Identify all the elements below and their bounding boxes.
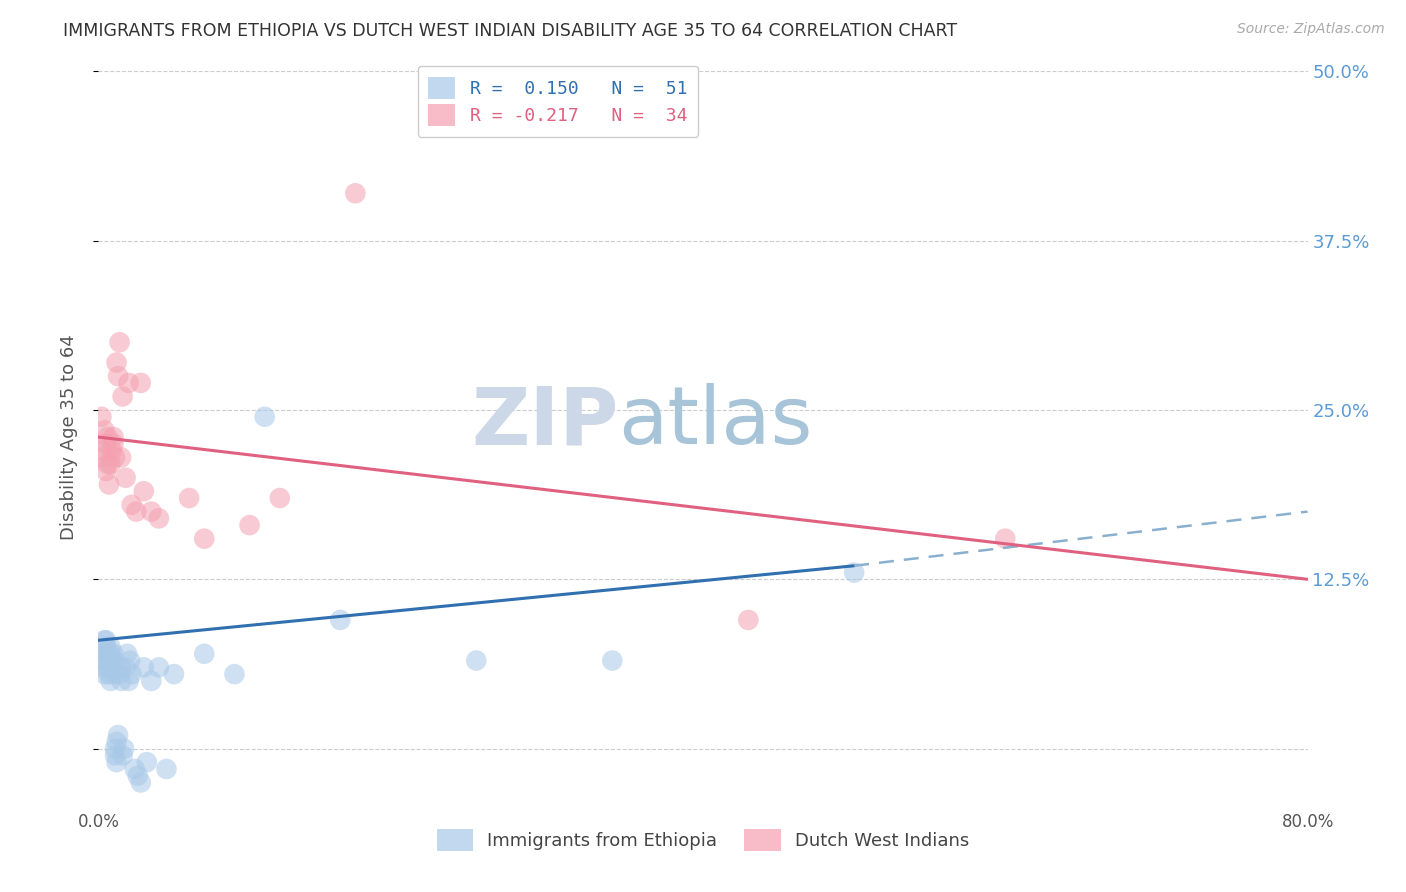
Text: ZIP: ZIP (471, 384, 619, 461)
Point (94, 464, 117, 478)
Point (103, 660, 125, 674)
Point (193, 532, 215, 546)
Point (96, 457, 118, 471)
Point (239, 518, 262, 533)
Point (101, 660, 124, 674)
Point (129, 376, 152, 390)
Point (121, 667, 143, 681)
Point (141, 505, 163, 519)
Text: atlas: atlas (619, 384, 813, 461)
Point (112, 741, 135, 756)
Point (105, 755, 128, 769)
Point (104, 450, 127, 465)
Point (93, 423, 115, 437)
Point (124, 762, 146, 776)
Point (148, 511, 170, 525)
Point (602, 654, 624, 668)
Point (155, 762, 177, 776)
Point (224, 667, 246, 681)
Point (90, 409, 112, 424)
Point (103, 654, 125, 668)
Point (108, 667, 131, 681)
Point (118, 376, 141, 390)
Point (98, 660, 121, 674)
Point (105, 355, 128, 369)
Point (737, 613, 759, 627)
Point (96, 430, 118, 444)
Point (105, 735, 128, 749)
Point (110, 660, 132, 674)
Y-axis label: Disability Age 35 to 64: Disability Age 35 to 64 (59, 334, 77, 540)
Point (94, 647, 117, 661)
Point (111, 389, 134, 403)
Point (103, 437, 125, 451)
Point (132, 660, 155, 674)
Point (94, 640, 117, 654)
Point (344, 186, 367, 201)
Point (193, 647, 215, 661)
Point (108, 335, 131, 350)
Point (91, 450, 114, 465)
Point (90, 654, 112, 668)
Point (135, 755, 157, 769)
Point (253, 409, 276, 424)
Point (98, 667, 121, 681)
Point (107, 369, 129, 384)
Text: Source: ZipAtlas.com: Source: ZipAtlas.com (1237, 22, 1385, 37)
Point (114, 471, 136, 485)
Point (98, 477, 121, 491)
Point (121, 498, 143, 512)
Point (127, 769, 149, 783)
Point (163, 667, 186, 681)
Point (110, 450, 132, 465)
Point (179, 491, 201, 505)
Point (91, 660, 114, 674)
Point (100, 673, 122, 688)
Point (100, 640, 122, 654)
Point (844, 566, 866, 580)
Point (100, 647, 122, 661)
Point (101, 654, 124, 668)
Point (120, 654, 142, 668)
Point (994, 532, 1017, 546)
Point (118, 673, 141, 688)
Point (125, 505, 148, 519)
Point (132, 484, 155, 499)
Point (110, 673, 132, 688)
Point (129, 775, 152, 789)
Point (96, 647, 118, 661)
Point (93, 667, 115, 681)
Point (101, 443, 124, 458)
Point (329, 613, 352, 627)
Point (141, 673, 163, 688)
Point (103, 647, 125, 661)
Point (465, 654, 488, 668)
Point (104, 741, 127, 756)
Point (103, 430, 125, 444)
Point (148, 660, 170, 674)
Point (107, 728, 129, 742)
Point (269, 491, 291, 505)
Point (103, 667, 125, 681)
Point (96, 654, 118, 668)
Point (104, 748, 127, 763)
Legend: Immigrants from Ethiopia, Dutch West Indians: Immigrants from Ethiopia, Dutch West Ind… (427, 820, 979, 860)
Point (94, 437, 117, 451)
Point (94, 633, 117, 648)
Text: IMMIGRANTS FROM ETHIOPIA VS DUTCH WEST INDIAN DISABILITY AGE 35 TO 64 CORRELATIO: IMMIGRANTS FROM ETHIOPIA VS DUTCH WEST I… (63, 22, 957, 40)
Point (90, 443, 112, 458)
Point (93, 633, 115, 648)
Point (111, 748, 134, 763)
Point (114, 660, 136, 674)
Point (115, 647, 138, 661)
Point (100, 457, 122, 471)
